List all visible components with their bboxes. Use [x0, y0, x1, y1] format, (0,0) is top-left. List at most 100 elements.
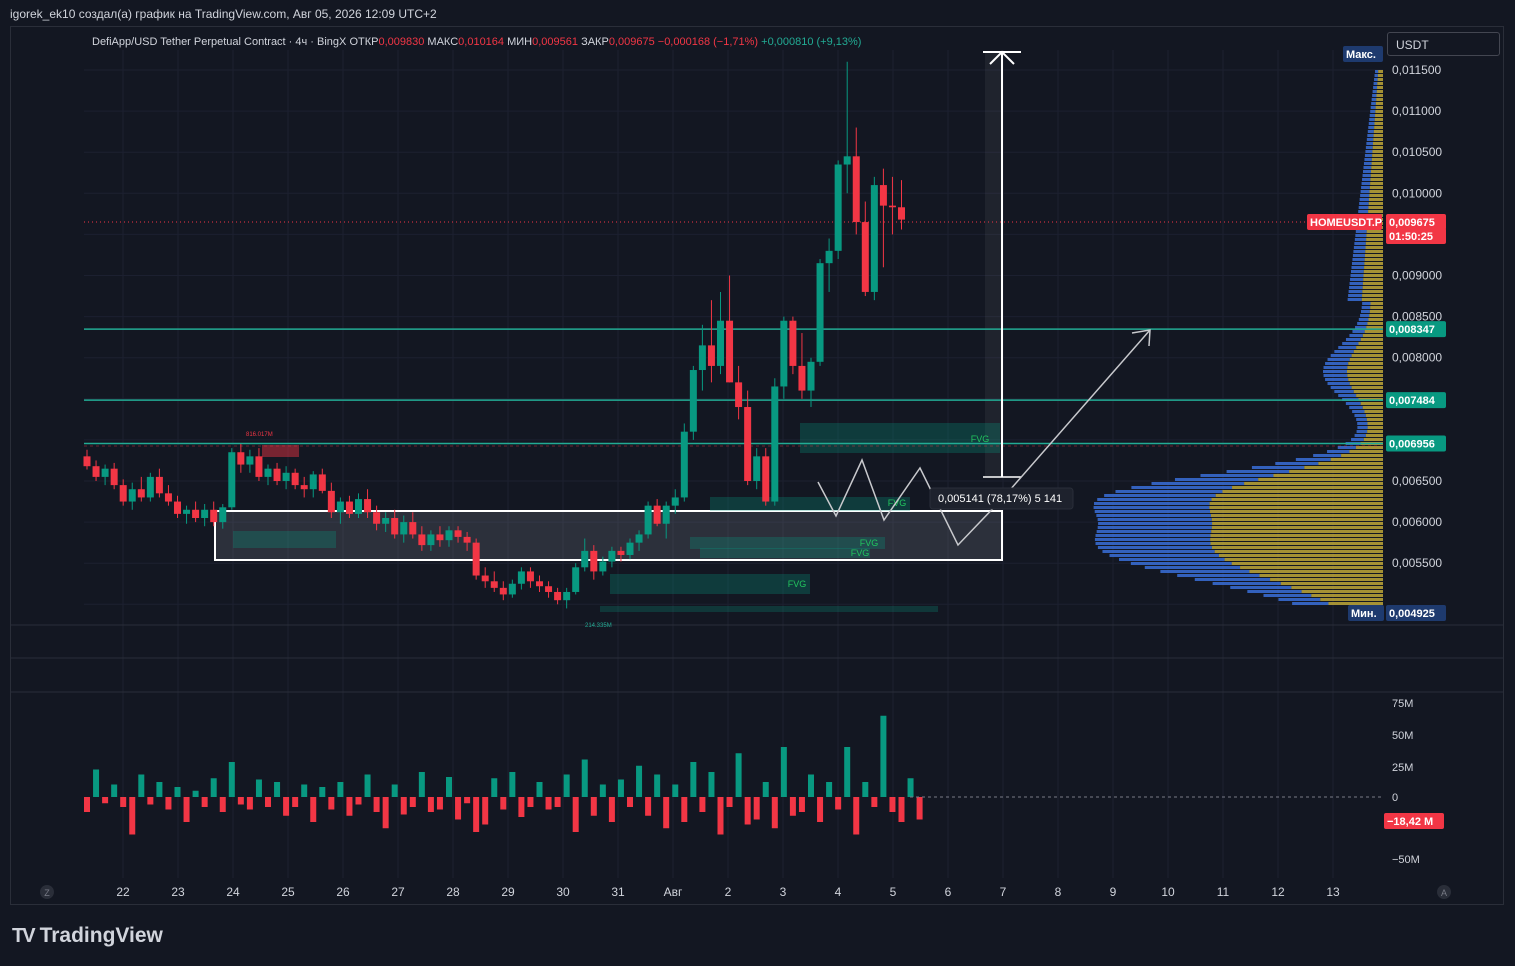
zoom-left-button	[40, 885, 54, 899]
candle-body	[273, 468, 281, 481]
vp-bar-buy	[1365, 246, 1383, 249]
symbol-name[interactable]: DefiApp/USD Tether Perpetual Contract · …	[92, 36, 347, 48]
vp-bar-buy	[1375, 102, 1383, 105]
vp-bar-buy	[1349, 450, 1383, 453]
vp-bar-buy	[1377, 78, 1383, 81]
vp-bar-buy	[1371, 170, 1383, 173]
vp-bar-buy	[1368, 198, 1383, 201]
price-tick: 0,011500	[1392, 63, 1441, 77]
candle-body	[119, 485, 127, 502]
vp-bar-buy	[1358, 342, 1383, 345]
vp-bar-sell	[1109, 554, 1219, 557]
countdown-tag: 01:50:25	[1389, 231, 1433, 243]
fvg-zone	[233, 531, 336, 548]
candle-body	[183, 509, 191, 514]
currency-selector[interactable]: USDT	[1387, 32, 1500, 56]
volume-bar	[599, 784, 606, 797]
volume-bar	[84, 797, 90, 812]
volume-bars	[84, 715, 1383, 835]
fvg-zone	[700, 548, 870, 558]
candle-body	[128, 489, 136, 502]
vp-bar-sell	[1151, 482, 1245, 485]
vp-bar-sell	[1361, 182, 1371, 185]
vp-bar-sell	[1334, 390, 1354, 393]
volume-bar	[735, 753, 742, 797]
tradingview-brand[interactable]: TV TradingView	[12, 924, 163, 948]
vp-bar-buy	[1370, 178, 1383, 181]
zigzag-projection	[817, 458, 1003, 547]
min-value-bg	[1386, 605, 1446, 621]
vp-bar-sell	[1251, 466, 1305, 469]
volume-bar	[708, 772, 715, 797]
candle-body	[898, 207, 905, 220]
candle-body	[707, 345, 715, 366]
volume-bar	[219, 797, 226, 812]
vp-bar-buy	[1365, 414, 1383, 417]
vp-bar-buy	[1318, 462, 1383, 465]
close-value: 0,009675	[608, 36, 655, 48]
time-tick: 13	[1326, 885, 1340, 899]
candle-body	[545, 586, 553, 592]
candle-body	[807, 361, 815, 391]
vp-bar-buy	[1367, 422, 1383, 425]
vp-bar-buy	[1214, 550, 1383, 553]
vp-bar-buy	[1362, 294, 1383, 297]
candle-body	[879, 185, 887, 206]
vp-bar-sell	[1367, 130, 1374, 133]
vp-bar-buy	[1370, 302, 1383, 305]
vp-bar-sell	[1345, 402, 1361, 405]
fvg-label: FVG	[860, 538, 879, 548]
candle-body	[364, 499, 372, 513]
vp-bar-buy	[1366, 234, 1383, 237]
vp-bar-sell	[1351, 438, 1364, 441]
level-price-tag: 0,006956	[1389, 439, 1435, 451]
vp-bar-sell	[1096, 514, 1212, 517]
candle-body	[418, 534, 426, 546]
vp-bar-buy	[1369, 314, 1383, 317]
vp-bar-sell	[1365, 150, 1373, 153]
vp-bar-sell	[1363, 166, 1372, 169]
candle-body	[789, 320, 797, 366]
vp-bar-sell	[1096, 530, 1212, 533]
vp-bar-buy	[1364, 262, 1383, 265]
vp-bar-sell	[1357, 322, 1368, 325]
candle-body	[345, 501, 353, 514]
fvg-label: FVG	[888, 498, 907, 508]
vp-bar-sell	[1371, 102, 1376, 105]
vp-bar-buy	[1301, 590, 1383, 593]
vp-bar-buy	[1370, 182, 1383, 185]
max-label-bg	[1343, 46, 1383, 62]
vp-bar-sell	[1131, 486, 1233, 489]
vp-bar-sell	[1372, 94, 1377, 97]
vp-bar-sell	[1360, 194, 1370, 197]
vp-bar-sell	[1351, 266, 1365, 269]
vp-bar-sell	[1354, 242, 1366, 245]
min-value: 0,004925	[1389, 608, 1435, 620]
volume-bar	[536, 782, 543, 797]
max-label: Макс.	[1346, 49, 1376, 61]
volume-bar	[817, 797, 824, 822]
vp-bar-sell	[1327, 382, 1350, 385]
vp-bar-buy	[1222, 490, 1383, 493]
volume-bar	[446, 777, 452, 797]
vp-bar-buy	[1211, 518, 1383, 521]
candle-body	[309, 474, 317, 490]
candle-body	[137, 489, 145, 498]
vp-bar-sell	[1275, 462, 1319, 465]
volume-bar	[762, 782, 769, 797]
volume-bar	[292, 797, 299, 807]
volume-bar	[808, 774, 814, 797]
vp-bar-buy	[1353, 350, 1383, 353]
vp-bar-sell	[1348, 290, 1363, 293]
vp-bar-buy	[1348, 362, 1383, 365]
projection-arrow-head	[1131, 329, 1151, 347]
vp-bar-sell	[1370, 106, 1376, 109]
candle-body	[282, 472, 290, 481]
volume-bar	[464, 797, 471, 804]
volume-bar	[627, 797, 633, 807]
vp-bar-buy	[1353, 390, 1383, 393]
candle-body	[852, 156, 860, 223]
candle-body	[635, 534, 643, 543]
vp-bar-buy	[1368, 206, 1383, 209]
